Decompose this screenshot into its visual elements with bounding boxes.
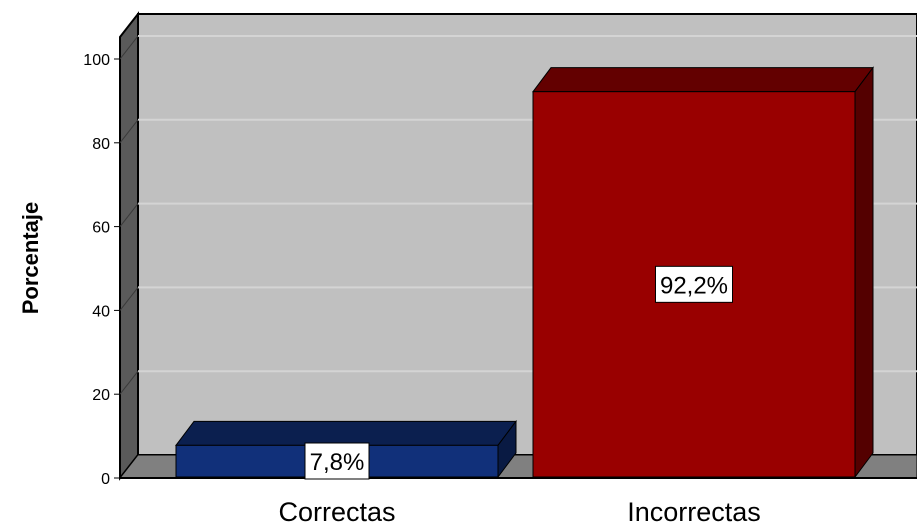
y-tick-label: 0 bbox=[101, 471, 110, 488]
bar-top-face bbox=[175, 420, 517, 446]
x-category-label: Correctas bbox=[278, 497, 395, 527]
gridline-side bbox=[119, 287, 139, 311]
y-tick-label: 100 bbox=[83, 52, 110, 69]
data-label-box bbox=[304, 442, 370, 480]
data-label-text: 92,2% bbox=[660, 272, 728, 299]
x-axis-categories: Correctas Incorrectas bbox=[278, 497, 760, 527]
bar-side-face bbox=[854, 66, 874, 479]
y-tick-label: 80 bbox=[92, 136, 110, 153]
data-label: 7,8% bbox=[304, 442, 370, 480]
y-tick-label: 20 bbox=[92, 387, 110, 404]
y-tick-label: 60 bbox=[92, 220, 110, 237]
data-label-box bbox=[655, 265, 733, 303]
bar-incorrectas bbox=[532, 66, 874, 479]
plot-side-wall bbox=[119, 11, 139, 481]
gridline-side bbox=[119, 370, 139, 395]
gridline-side bbox=[119, 119, 139, 144]
y-axis-ticks: 0 20 40 60 80 100 bbox=[83, 52, 120, 488]
data-label-text: 7,8% bbox=[310, 449, 365, 476]
data-labels: 7,8% 92,2% bbox=[304, 265, 733, 480]
bars bbox=[175, 66, 874, 479]
bar-top-face bbox=[532, 67, 874, 93]
data-label: 92,2% bbox=[655, 265, 733, 303]
gridline-side bbox=[119, 203, 139, 227]
y-axis-label: Porcentaje bbox=[18, 202, 43, 315]
x-category-label: Incorrectas bbox=[627, 497, 761, 527]
gridline-side bbox=[119, 35, 139, 60]
y-tick-label: 40 bbox=[92, 303, 110, 320]
